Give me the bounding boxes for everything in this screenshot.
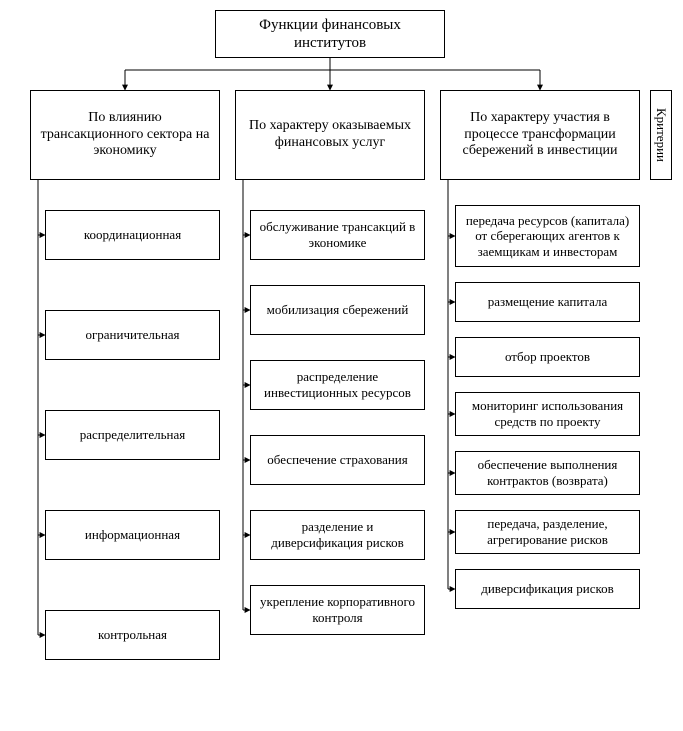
item-label: передача, разделение, агрегирование риск…: [462, 516, 633, 547]
flowchart-diagram: Функции финансовых институтов Критерии П…: [10, 10, 673, 721]
item-label: контрольная: [98, 627, 167, 643]
criteria-box: По характеру участия в процессе трансфор…: [440, 90, 640, 180]
item-label: распределительная: [80, 427, 186, 443]
item-box: размещение капитала: [455, 282, 640, 322]
item-label: диверсификация рисков: [481, 581, 614, 597]
item-box: обеспечение выполнения контрактов (возвр…: [455, 451, 640, 495]
criteria-label: По характеру оказываемых финансовых услу…: [242, 118, 418, 152]
item-label: информационная: [85, 527, 180, 543]
item-box: разделение и диверсификация рисков: [250, 510, 425, 560]
item-box: укрепление корпоративного контроля: [250, 585, 425, 635]
item-box: мониторинг использования средств по прое…: [455, 392, 640, 436]
item-label: укрепление корпоративного контроля: [257, 594, 418, 625]
item-box: отбор проектов: [455, 337, 640, 377]
criteria-box: По влиянию трансакционного сектора на эк…: [30, 90, 220, 180]
criteria-side-text: Критерии: [653, 108, 669, 162]
item-label: размещение капитала: [488, 294, 608, 310]
criteria-box: По характеру оказываемых финансовых услу…: [235, 90, 425, 180]
item-label: отбор проектов: [505, 349, 590, 365]
item-box: информационная: [45, 510, 220, 560]
item-label: обеспечение выполнения контрактов (возвр…: [462, 457, 633, 488]
item-label: распределение инвестиционных ресурсов: [257, 369, 418, 400]
item-label: разделение и диверсификация рисков: [257, 519, 418, 550]
item-box: ограничительная: [45, 310, 220, 360]
criteria-label: По характеру участия в процессе трансфор…: [447, 110, 633, 160]
item-label: мониторинг использования средств по прое…: [462, 398, 633, 429]
item-box: передача ресурсов (капитала) от сберегаю…: [455, 205, 640, 267]
item-label: мобилизация сбережений: [267, 302, 409, 318]
item-box: передача, разделение, агрегирование риск…: [455, 510, 640, 554]
item-label: передача ресурсов (капитала) от сберегаю…: [462, 213, 633, 260]
root-node: Функции финансовых институтов: [215, 10, 445, 58]
item-box: распределение инвестиционных ресурсов: [250, 360, 425, 410]
item-label: обеспечение страхования: [267, 452, 407, 468]
item-label: обслуживание трансакций в экономике: [257, 219, 418, 250]
criteria-side-label: Критерии: [650, 90, 672, 180]
item-box: контрольная: [45, 610, 220, 660]
item-label: ограничительная: [85, 327, 179, 343]
item-label: координационная: [84, 227, 181, 243]
item-box: обеспечение страхования: [250, 435, 425, 485]
item-box: диверсификация рисков: [455, 569, 640, 609]
root-label: Функции финансовых институтов: [222, 16, 438, 52]
item-box: мобилизация сбережений: [250, 285, 425, 335]
item-box: обслуживание трансакций в экономике: [250, 210, 425, 260]
item-box: распределительная: [45, 410, 220, 460]
item-box: координационная: [45, 210, 220, 260]
criteria-label: По влиянию трансакционного сектора на эк…: [37, 110, 213, 160]
